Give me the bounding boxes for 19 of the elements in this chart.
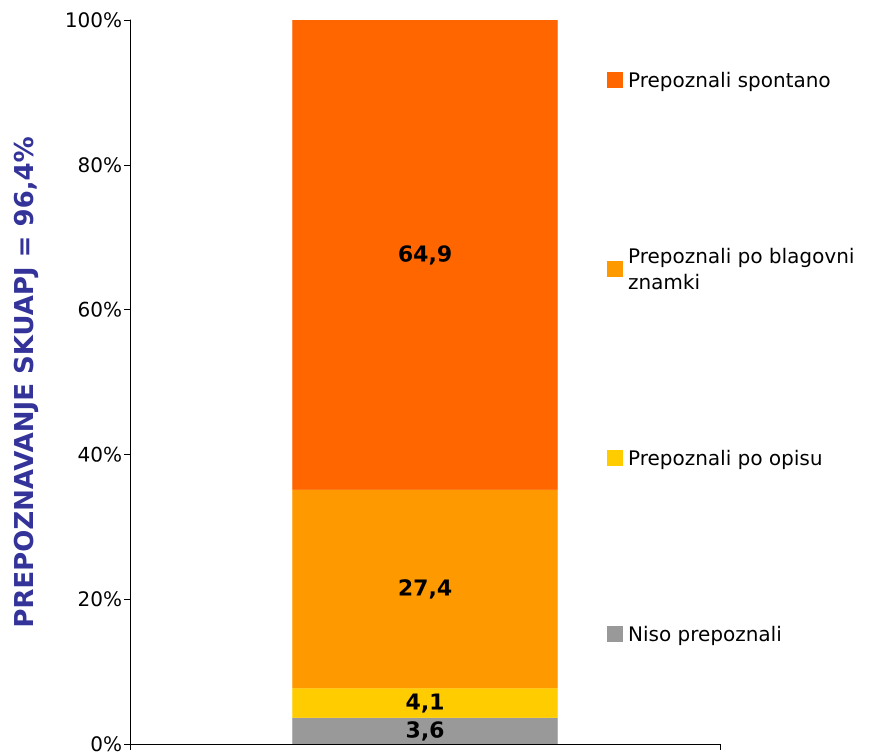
data-label: 27,4 (398, 576, 452, 602)
y-axis-title: PREPOZNAVANJE SKUAPJ = 96,4% (10, 136, 40, 628)
bar (292, 20, 558, 490)
y-tick-label: 100% (64, 8, 122, 32)
data-label: 4,1 (406, 690, 444, 716)
data-label: 64,9 (398, 242, 452, 268)
legend-label: Niso prepoznali (628, 622, 782, 646)
y-tick-label: 0% (90, 732, 122, 754)
bar (292, 688, 558, 718)
legend-label: Prepoznali po opisu (628, 446, 823, 470)
y-tick-label: 20% (78, 587, 122, 612)
y-tick-label: 60% (78, 298, 122, 322)
legend-label: Prepoznali po blagovni znamki (628, 244, 861, 294)
bar (292, 490, 558, 688)
data-label: 3,6 (406, 718, 444, 744)
legend-label: Prepoznali spontano (628, 68, 831, 92)
y-tick-label: 80% (78, 152, 122, 177)
bar (292, 718, 558, 744)
y-tick-label: 40% (78, 442, 122, 466)
